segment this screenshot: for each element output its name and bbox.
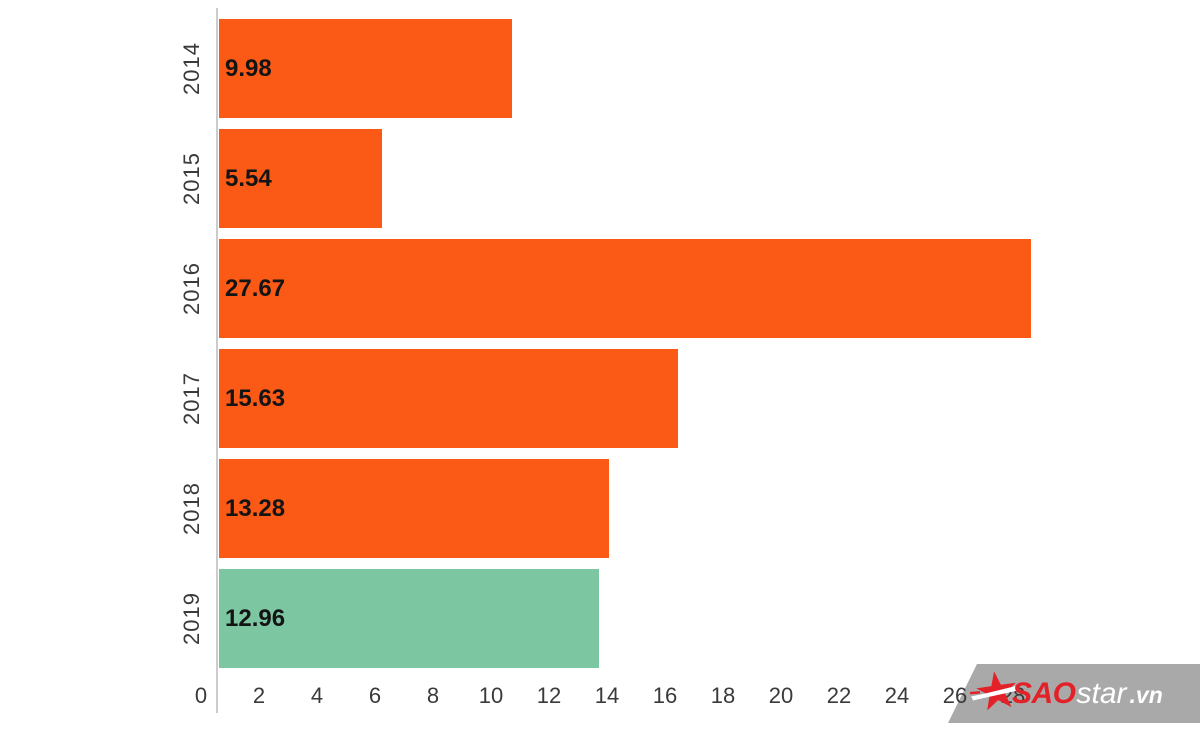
x-axis-tick-label: 18 [710,683,736,708]
x-axis-tick-label: 12 [536,683,562,708]
bar-row: 2015 5.54 [179,129,1200,228]
saostar-wordmark: SAO star .vn [1012,664,1163,723]
y-axis-line [216,8,218,713]
x-axis-tick-label: 14 [594,683,620,708]
bar-2015: 5.54 [219,129,382,228]
bar-value-label: 12.96 [225,604,286,632]
x-axis-tick-label: 16 [652,683,678,708]
x-axis-tick-label: 8 [426,683,440,708]
saostar-star-icon [970,671,1020,711]
bar-value-label: 9.98 [225,54,272,82]
bar-value-label: 13.28 [225,494,286,522]
bar-row: 2014 9.98 [179,19,1200,118]
bar-2016: 27.67 [219,239,1032,338]
bar-2018: 13.28 [219,459,609,558]
x-axis-tick-label: 2 [252,683,266,708]
saostar-wordmark-sao: SAO [1012,677,1076,710]
x-axis-tick-label: 6 [368,683,382,708]
bar-2019: 12.96 [219,569,600,668]
x-axis-tick-label: 10 [478,683,504,708]
saostar-watermark: SAO star .vn [948,664,1200,723]
saostar-wordmark-star: star [1076,677,1127,710]
bar-2014: 9.98 [219,19,512,118]
x-axis: 0 2 4 6 8 10 12 14 16 18 20 22 24 26 28 [0,683,1200,713]
bar-2017: 15.63 [219,349,678,448]
bar-row: 2018 13.28 [179,459,1200,558]
plot-area: 2014 9.98 2015 5.54 2016 27.67 2017 15.63 2018 13… [179,19,1200,679]
x-axis-tick-label: 24 [884,683,910,708]
bar-row: 2019 12.96 [179,569,1200,668]
saostar-wordmark-vn: .vn [1129,682,1163,708]
bar-row: 2016 27.67 [179,239,1200,338]
bar-value-label: 15.63 [225,384,286,412]
bar-value-label: 27.67 [225,274,286,302]
bar-value-label: 5.54 [225,164,272,192]
bar-row: 2017 15.63 [179,349,1200,448]
x-axis-tick-label: 4 [310,683,324,708]
x-axis-tick-label: 20 [768,683,794,708]
x-axis-tick-label: 22 [826,683,852,708]
x-axis-tick-label: 26 [942,683,968,708]
x-axis-tick-label: 0 [194,683,208,708]
